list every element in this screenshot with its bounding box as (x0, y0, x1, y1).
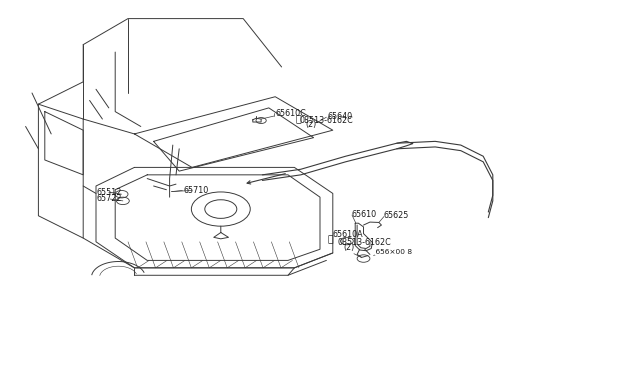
Text: 65610: 65610 (351, 210, 376, 219)
Text: 65610C: 65610C (276, 109, 307, 118)
Text: 65722: 65722 (97, 194, 122, 203)
Text: ‸656×00 8: ‸656×00 8 (373, 249, 412, 256)
Text: 65610A: 65610A (332, 230, 363, 239)
Text: 65710: 65710 (183, 186, 208, 195)
Text: 08513-6162C: 08513-6162C (300, 116, 353, 125)
Text: 65625: 65625 (383, 211, 409, 220)
Text: 65640: 65640 (328, 112, 353, 121)
Text: Ⓢ: Ⓢ (328, 235, 333, 244)
Text: —: — (110, 190, 115, 195)
Text: (2): (2) (305, 121, 317, 129)
Text: 65512: 65512 (97, 188, 122, 197)
Text: Ⓢ: Ⓢ (296, 116, 301, 125)
Text: (2): (2) (343, 243, 355, 252)
Text: 08513-6162C: 08513-6162C (338, 238, 392, 247)
